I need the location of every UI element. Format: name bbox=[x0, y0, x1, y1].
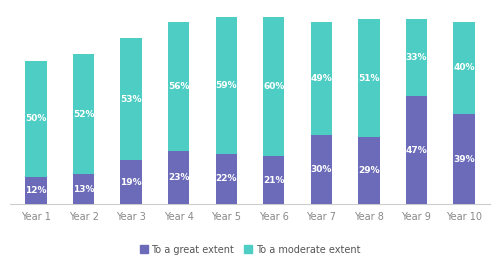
Bar bbox=[453, 22, 474, 114]
Text: 30%: 30% bbox=[310, 165, 332, 174]
Text: 47%: 47% bbox=[406, 145, 427, 155]
Text: 39%: 39% bbox=[453, 155, 474, 164]
Text: 22%: 22% bbox=[216, 174, 237, 183]
Text: 23%: 23% bbox=[168, 173, 190, 182]
Text: 50%: 50% bbox=[26, 114, 47, 123]
Bar bbox=[216, 154, 237, 204]
Text: 56%: 56% bbox=[168, 82, 190, 91]
Text: 13%: 13% bbox=[73, 185, 94, 194]
Text: 40%: 40% bbox=[453, 63, 474, 73]
Bar bbox=[168, 151, 190, 204]
Bar bbox=[358, 137, 380, 204]
Text: 53%: 53% bbox=[120, 95, 142, 104]
Text: 59%: 59% bbox=[216, 81, 237, 90]
Bar bbox=[263, 17, 284, 156]
Bar bbox=[120, 160, 142, 204]
Text: 51%: 51% bbox=[358, 74, 380, 83]
Bar bbox=[26, 61, 47, 177]
Text: 60%: 60% bbox=[263, 82, 284, 91]
Text: 19%: 19% bbox=[120, 178, 142, 187]
Bar bbox=[358, 19, 380, 137]
Bar bbox=[73, 174, 94, 204]
Bar bbox=[310, 135, 332, 204]
Text: 21%: 21% bbox=[263, 176, 284, 185]
Text: 29%: 29% bbox=[358, 166, 380, 175]
Legend: To a great extent, To a moderate extent: To a great extent, To a moderate extent bbox=[140, 245, 360, 255]
Bar bbox=[120, 38, 142, 160]
Text: 12%: 12% bbox=[26, 186, 47, 195]
Bar bbox=[406, 19, 427, 96]
Text: 52%: 52% bbox=[73, 110, 94, 119]
Bar bbox=[26, 177, 47, 204]
Bar bbox=[263, 156, 284, 204]
Bar bbox=[406, 96, 427, 204]
Bar bbox=[216, 17, 237, 154]
Text: 49%: 49% bbox=[310, 74, 332, 83]
Text: 33%: 33% bbox=[406, 53, 427, 62]
Bar bbox=[168, 22, 190, 151]
Bar bbox=[73, 54, 94, 174]
Bar bbox=[453, 114, 474, 204]
Bar bbox=[310, 22, 332, 135]
